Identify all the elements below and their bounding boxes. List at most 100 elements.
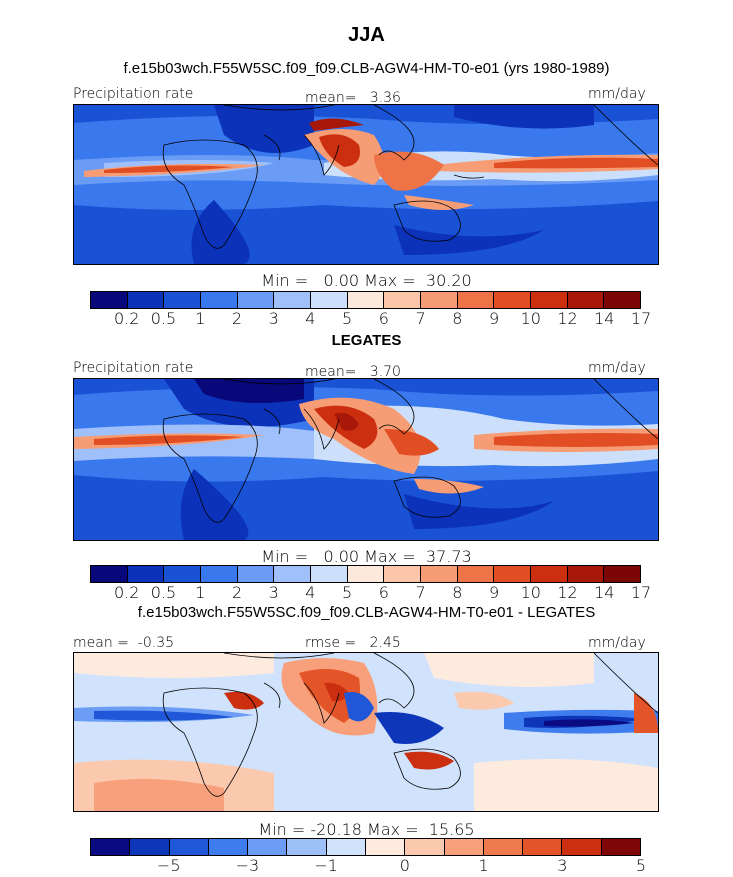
colorbar-tick-label: 1 bbox=[478, 856, 489, 875]
colorbar-tick-label: 9 bbox=[488, 309, 500, 328]
colorbar-swatch bbox=[248, 839, 288, 855]
panel1-variable-label: Precipitation rate bbox=[73, 86, 194, 102]
colorbar-swatch bbox=[274, 566, 312, 582]
colorbar-swatch bbox=[130, 839, 170, 855]
panel3-min-max-label: Min = -20.18 Max = 15.65 bbox=[258, 820, 475, 839]
colorbar-tick-label: 8 bbox=[452, 309, 463, 328]
colorbar-swatch bbox=[287, 839, 327, 855]
colorbar-swatch bbox=[274, 292, 312, 308]
colorbar-tick-label: 5 bbox=[342, 309, 353, 328]
colorbar-tick-label: 8 bbox=[452, 583, 463, 602]
panel3-colorbar bbox=[90, 838, 641, 856]
colorbar-swatch bbox=[237, 566, 275, 582]
colorbar-swatch bbox=[347, 566, 385, 582]
colorbar-tick-label: 14 bbox=[594, 309, 615, 328]
panel3-colorbar-ticks: −5 −3 −1 0 1 3 5 bbox=[90, 856, 646, 875]
panel1-model-precip-map bbox=[73, 104, 659, 265]
colorbar-tick-label: 3 bbox=[268, 309, 279, 328]
colorbar-tick-label: 1 bbox=[195, 583, 206, 602]
panel1-min-max-label: Min = 0.00 Max = 30.20 bbox=[261, 271, 472, 290]
panel1-colorbar bbox=[90, 291, 641, 309]
colorbar-swatch bbox=[531, 292, 568, 308]
colorbar-swatch bbox=[164, 292, 202, 308]
colorbar-swatch bbox=[127, 566, 165, 582]
colorbar-tick-label: 0.5 bbox=[150, 583, 177, 602]
colorbar-tick-label: 17 bbox=[630, 309, 652, 328]
colorbar-swatch bbox=[91, 292, 128, 308]
panel3-map-graphic bbox=[74, 653, 658, 811]
panel3-title: f.e15b03wch.F55W5SC.f09_f09.CLB-AGW4-HM-… bbox=[137, 604, 596, 621]
colorbar-swatch bbox=[523, 839, 563, 855]
colorbar-tick-label: 4 bbox=[305, 583, 316, 602]
colorbar-swatch bbox=[567, 566, 605, 582]
colorbar-swatch bbox=[311, 292, 348, 308]
colorbar-tick-label: 3 bbox=[268, 583, 279, 602]
colorbar-tick-label: 7 bbox=[415, 583, 426, 602]
colorbar-tick-label: −5 bbox=[156, 856, 181, 875]
colorbar-swatch bbox=[384, 292, 422, 308]
panel2-colorbar-ticks: 0.2 0.5 1 2 3 4 5 6 7 8 9 10 12 14 17 bbox=[90, 583, 651, 602]
colorbar-tick-label: 12 bbox=[557, 309, 578, 328]
colorbar-tick-label: 2 bbox=[231, 583, 243, 602]
colorbar-tick-label: 10 bbox=[520, 583, 541, 602]
colorbar-swatch bbox=[311, 566, 348, 582]
colorbar-tick-label: 1 bbox=[195, 309, 206, 328]
panel1-mean-label: mean= 3.36 bbox=[305, 90, 401, 106]
colorbar-swatch bbox=[208, 839, 249, 855]
panel2-mean-label: mean= 3.70 bbox=[305, 364, 401, 380]
colorbar-tick-label: 5 bbox=[635, 856, 647, 875]
colorbar-tick-label: 17 bbox=[630, 583, 652, 602]
colorbar-tick-label: 10 bbox=[520, 309, 541, 328]
panel2-min-max-label: Min = 0.00 Max = 37.73 bbox=[261, 547, 472, 566]
colorbar-tick-label: 2 bbox=[231, 309, 243, 328]
colorbar-tick-label: 0.2 bbox=[113, 583, 140, 602]
panel2-map-graphic bbox=[74, 379, 658, 540]
panel2-units-label: mm/day bbox=[588, 360, 646, 376]
colorbar-swatch bbox=[444, 839, 484, 855]
colorbar-tick-label: 0 bbox=[399, 856, 410, 875]
colorbar-tick-label: 12 bbox=[557, 583, 578, 602]
colorbar-swatch bbox=[567, 292, 605, 308]
colorbar-tick-label: 6 bbox=[378, 309, 389, 328]
panel3-rmse-label: rmse = 2.45 bbox=[305, 635, 401, 651]
colorbar-tick-label: 14 bbox=[594, 583, 615, 602]
colorbar-swatch bbox=[91, 839, 131, 855]
colorbar-swatch bbox=[562, 839, 602, 855]
colorbar-swatch bbox=[91, 566, 128, 582]
colorbar-swatch bbox=[201, 566, 238, 582]
colorbar-swatch bbox=[421, 566, 458, 582]
colorbar-swatch bbox=[457, 292, 495, 308]
colorbar-swatch bbox=[201, 292, 238, 308]
colorbar-tick-label: −1 bbox=[314, 856, 338, 875]
colorbar-tick-label: 0.2 bbox=[113, 309, 140, 328]
colorbar-tick-label: 3 bbox=[557, 856, 568, 875]
colorbar-swatch bbox=[604, 566, 641, 582]
colorbar-swatch bbox=[127, 292, 165, 308]
colorbar-swatch bbox=[164, 566, 202, 582]
panel2-variable-label: Precipitation rate bbox=[73, 360, 194, 376]
colorbar-swatch bbox=[237, 292, 275, 308]
panel3-units-label: mm/day bbox=[588, 635, 646, 651]
colorbar-tick-label: 6 bbox=[378, 583, 389, 602]
colorbar-swatch bbox=[326, 839, 366, 855]
colorbar-swatch bbox=[604, 292, 641, 308]
panel3-mean-label: mean = -0.35 bbox=[73, 635, 175, 651]
colorbar-swatch bbox=[421, 292, 458, 308]
colorbar-swatch bbox=[494, 566, 532, 582]
colorbar-swatch bbox=[365, 839, 406, 855]
model-run-subtitle: f.e15b03wch.F55W5SC.f09_f09.CLB-AGW4-HM-… bbox=[123, 60, 610, 77]
page-title: JJA bbox=[348, 24, 385, 46]
panel1-units-label: mm/day bbox=[588, 86, 646, 102]
colorbar-swatch bbox=[457, 566, 495, 582]
colorbar-swatch bbox=[384, 566, 422, 582]
colorbar-tick-label: 4 bbox=[305, 309, 316, 328]
colorbar-tick-label: −3 bbox=[235, 856, 260, 875]
panel2-colorbar bbox=[90, 565, 641, 583]
colorbar-swatch bbox=[405, 839, 445, 855]
colorbar-tick-label: 9 bbox=[488, 583, 500, 602]
colorbar-swatch bbox=[347, 292, 385, 308]
colorbar-swatch bbox=[483, 839, 524, 855]
panel1-colorbar-ticks: 0.2 0.5 1 2 3 4 5 6 7 8 9 10 12 14 17 bbox=[90, 309, 651, 328]
colorbar-swatch bbox=[494, 292, 532, 308]
panel2-observed-precip-map bbox=[73, 378, 659, 541]
